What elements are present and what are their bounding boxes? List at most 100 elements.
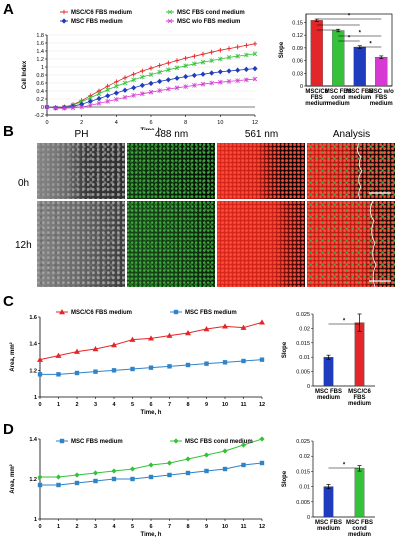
data-point: [167, 472, 172, 478]
y-tick-label: 0: [41, 105, 44, 111]
x-tick-label: 10: [222, 524, 228, 530]
data-point: [55, 352, 62, 358]
y-tick-label: 1.6: [29, 315, 37, 321]
data-point: [185, 456, 191, 462]
data-point: [148, 66, 154, 71]
category-label: MSC FBS: [315, 520, 342, 526]
data-point: [88, 95, 93, 101]
category-label: MSC/C6: [305, 89, 328, 95]
data-point: [222, 448, 228, 454]
data-point: [92, 470, 99, 476]
category-label: medium: [370, 101, 393, 107]
data-point: [218, 79, 223, 85]
data-point: [235, 67, 241, 73]
x-tick-label: 2: [75, 402, 78, 408]
data-point: [74, 480, 80, 486]
data-point: [148, 89, 154, 95]
image-ph-12h: [37, 201, 125, 287]
image-ph-0h: [37, 143, 125, 199]
x-tick-label: 6: [149, 402, 152, 408]
column-label-analysis: Analysis: [332, 129, 371, 140]
data-point: [62, 105, 67, 111]
column-label-561: 561 nm: [244, 129, 279, 140]
y-axis-label: Cell Index: [22, 60, 28, 89]
x-tick-label: 0: [38, 524, 41, 530]
data-point: [56, 372, 61, 377]
significance-mark: *: [348, 14, 351, 20]
data-point: [114, 83, 119, 89]
data-point: [37, 372, 43, 377]
category-label: MSC/C6: [348, 389, 371, 395]
data-point: [165, 77, 171, 83]
data-point: [183, 56, 188, 61]
y-tick-label: 0: [307, 384, 310, 390]
data-point: [222, 466, 228, 472]
bar: [375, 57, 388, 87]
data-point: [93, 369, 98, 374]
category-label: medium: [327, 101, 350, 107]
data-point: [166, 60, 171, 66]
y-tick-label: 0.6: [36, 81, 44, 87]
legend-marker: [173, 438, 179, 444]
data-point: [218, 56, 223, 62]
data-point: [113, 90, 119, 96]
y-tick-label: 0.09: [292, 46, 303, 52]
data-point: [148, 80, 154, 86]
y-tick-label: 0.025: [296, 439, 310, 445]
column-label-ph: PH: [74, 129, 89, 140]
x-tick-label: 12: [259, 524, 265, 530]
series-line: [39, 321, 263, 361]
data-point: [167, 364, 172, 369]
x-tick-label: 4: [112, 524, 116, 530]
y-tick-label: 0: [300, 84, 303, 90]
x-axis-label: Time, h: [141, 128, 162, 130]
data-point: [148, 335, 154, 341]
legend-label: MSC FBS medium: [71, 19, 123, 25]
data-point: [200, 81, 206, 87]
data-point: [129, 336, 136, 342]
category-label: medium: [317, 395, 340, 401]
data-point: [88, 103, 93, 108]
category-label: MSC FBS: [325, 89, 352, 95]
y-tick-label: 0.005: [296, 500, 310, 506]
data-point: [174, 65, 180, 71]
image-analysis-0h: [307, 143, 395, 199]
y-tick-label: 1.2: [29, 368, 37, 374]
y-tick-label: 0.02: [299, 326, 310, 332]
data-point: [203, 452, 210, 458]
bar: [354, 468, 365, 518]
x-axis-label: Time, h: [141, 532, 162, 538]
y-tick-label: 0.01: [299, 355, 310, 361]
data-point: [222, 360, 228, 365]
category-label: cond: [331, 95, 346, 101]
data-point: [122, 95, 128, 100]
data-point: [122, 87, 128, 93]
plot-frame: [313, 441, 375, 517]
data-point: [166, 67, 171, 73]
data-point: [252, 51, 258, 57]
panel-label-c: C: [3, 293, 14, 310]
significance-mark: *: [343, 463, 346, 469]
category-label: MSC w/o: [369, 89, 394, 95]
x-tick-label: 3: [94, 402, 97, 408]
data-point: [111, 368, 117, 373]
y-tick-label: 0: [307, 515, 310, 521]
data-point: [37, 356, 43, 362]
data-point: [130, 366, 135, 372]
y-tick-label: 0.15: [292, 20, 303, 26]
y-axis-label: Area, mm²: [9, 464, 16, 493]
x-tick-label: 11: [241, 402, 247, 408]
image-488-0h: [127, 143, 215, 199]
x-tick-label: 8: [184, 120, 187, 126]
legend-marker: [167, 9, 173, 15]
data-point: [235, 44, 240, 50]
bar: [354, 322, 365, 387]
y-axis-label: Area, mm²: [9, 342, 16, 371]
y-tick-label: 0.02: [299, 454, 310, 460]
data-point: [244, 52, 249, 58]
data-point: [92, 346, 99, 352]
category-label: MSC FBS: [315, 389, 342, 395]
data-point: [166, 460, 173, 466]
